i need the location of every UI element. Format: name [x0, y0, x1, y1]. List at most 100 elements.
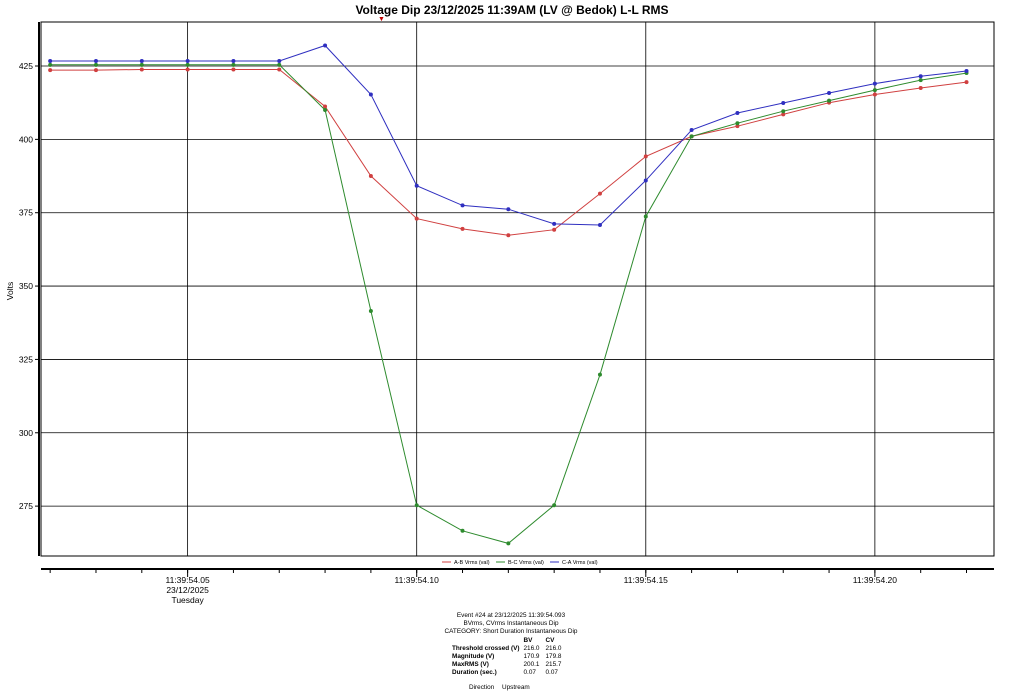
data-point — [597, 223, 602, 228]
data-point — [506, 233, 511, 238]
data-point — [48, 59, 53, 64]
y-tick-label: 425 — [19, 61, 33, 71]
legend-label: B-C Vrms (val) — [508, 560, 544, 566]
event-title: Event #24 at 23/12/2025 11:39:54.093 — [456, 612, 566, 619]
data-point — [139, 67, 144, 72]
voltage-dip-chart: 275 300 325 350 375 400 425 Volts A-B Vrms (val)… — [5, 21, 995, 605]
data-point — [414, 183, 419, 188]
x-tick-label: 11:39:54.10 — [395, 575, 440, 585]
y-tick-label: 400 — [19, 134, 33, 144]
data-point — [277, 62, 282, 67]
data-point — [277, 67, 282, 72]
data-point — [827, 91, 832, 96]
plot-area — [40, 21, 995, 557]
table-row: Threshold crossed (V) 216.0 216.0 — [452, 645, 567, 653]
data-point — [368, 92, 373, 97]
data-point — [781, 112, 786, 117]
data-point — [964, 80, 969, 85]
data-point — [185, 67, 190, 72]
data-point — [460, 203, 465, 208]
data-point — [735, 110, 740, 115]
data-point — [48, 68, 53, 73]
data-point — [872, 88, 877, 93]
data-point — [918, 78, 923, 83]
data-point — [689, 127, 694, 132]
data-point — [323, 104, 328, 109]
data-point — [872, 92, 877, 97]
y-tick-label: 300 — [19, 428, 33, 438]
row-label: Duration (sec.) — [452, 669, 497, 677]
row-bv: 0.07 — [523, 669, 536, 677]
event-table-header: BV CV — [452, 637, 567, 645]
chart-title: Voltage Dip 23/12/2025 11:39AM (LV @ Bed… — [355, 3, 669, 17]
data-point — [643, 214, 648, 219]
direction-label: Direction — [469, 683, 495, 691]
data-point — [552, 221, 557, 226]
data-point — [414, 216, 419, 221]
data-point — [781, 100, 786, 105]
data-point — [93, 68, 98, 73]
event-table: BV CV Threshold crossed (V) 216.0 216.0 … — [452, 637, 567, 678]
event-category: CATEGORY: Short Duration Instantaneous D… — [444, 628, 578, 636]
y-tick-label: 350 — [19, 281, 33, 291]
data-point — [735, 121, 740, 126]
row-bv: 200.1 — [523, 661, 540, 669]
row-label: MaxRMS (V) — [452, 661, 489, 669]
data-point — [139, 59, 144, 64]
data-point — [643, 154, 648, 159]
y-axis-label: Volts — [5, 282, 15, 300]
data-point — [368, 309, 373, 314]
data-point — [552, 227, 557, 232]
data-point — [185, 59, 190, 64]
x-tick-label: 11:39:54.20 — [853, 575, 898, 585]
legend-label: A-B Vrms (val) — [454, 560, 490, 566]
data-point — [460, 226, 465, 231]
data-point — [277, 59, 282, 64]
column-bv: BV — [523, 636, 533, 644]
data-point — [139, 62, 144, 67]
data-point — [93, 62, 98, 67]
row-cv: 0.07 — [545, 669, 558, 677]
data-point — [323, 43, 328, 48]
column-cv: CV — [545, 636, 555, 644]
data-point — [231, 59, 236, 64]
y-tick-label: 275 — [19, 501, 33, 511]
x-tick-label: 11:39:54.15 — [624, 575, 669, 585]
y-tick-label: 325 — [19, 354, 33, 364]
event-description: BVrms, CVrms Instantaneous Dip — [463, 620, 559, 628]
table-row: Magnitude (V) 170.9 179.8 — [452, 653, 567, 661]
data-point — [781, 109, 786, 114]
row-label: Threshold crossed (V) — [452, 644, 520, 652]
data-point — [460, 528, 465, 533]
data-point — [48, 62, 53, 67]
data-point — [827, 98, 832, 103]
row-bv: 216.0 — [523, 644, 540, 652]
direction-value: Upstream — [502, 683, 530, 691]
data-point — [506, 207, 511, 212]
data-point — [597, 191, 602, 196]
data-point — [506, 541, 511, 546]
table-row: MaxRMS (V) 200.1 215.7 — [452, 661, 567, 669]
data-point — [918, 86, 923, 91]
data-point — [597, 372, 602, 377]
y-tick-label: 375 — [19, 208, 33, 218]
legend-label: C-A Vrms (val) — [562, 560, 598, 566]
data-point — [185, 62, 190, 67]
data-point — [93, 59, 98, 64]
data-point — [964, 68, 969, 73]
event-summary: Event #24 at 23/12/2025 11:39:54.093 BVr… — [411, 612, 611, 692]
row-cv: 179.8 — [545, 653, 562, 661]
data-point — [872, 81, 877, 86]
data-point — [231, 62, 236, 67]
trigger-marker: ▼ — [378, 16, 385, 23]
row-label: Magnitude (V) — [452, 653, 495, 661]
x-tick-sublabel: 23/12/2025 — [166, 585, 209, 595]
data-point — [552, 503, 557, 508]
data-point — [689, 134, 694, 139]
data-point — [414, 503, 419, 508]
data-point — [918, 74, 923, 79]
row-cv: 215.7 — [545, 661, 562, 669]
row-bv: 170.9 — [523, 653, 540, 661]
data-point — [323, 108, 328, 113]
x-tick-label: 11:39:54.05 — [165, 575, 210, 585]
